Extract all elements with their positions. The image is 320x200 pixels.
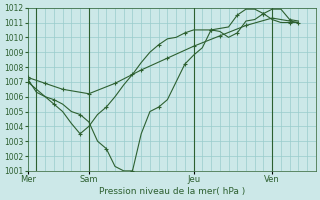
- X-axis label: Pression niveau de la mer( hPa ): Pression niveau de la mer( hPa ): [99, 187, 245, 196]
